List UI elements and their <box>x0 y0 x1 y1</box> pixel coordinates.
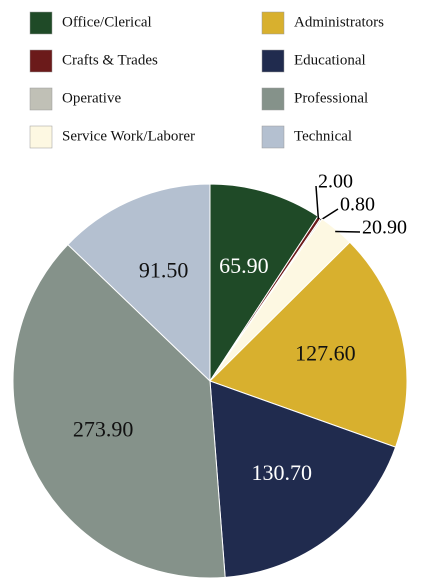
value-label: 0.80 <box>340 194 375 216</box>
value-label: 130.70 <box>252 460 313 485</box>
legend-label: Professional <box>294 90 368 106</box>
value-label: 127.60 <box>295 340 356 365</box>
leader-line <box>315 185 320 219</box>
legend-swatch <box>29 87 53 111</box>
value-label: 273.90 <box>73 417 134 442</box>
legend-swatch <box>29 11 53 35</box>
pie-slice <box>209 183 319 383</box>
legend-label: Operative <box>62 90 121 106</box>
legend-swatch <box>261 49 285 73</box>
pie-slice <box>209 380 397 578</box>
value-label: 91.50 <box>139 257 189 282</box>
legend-swatch <box>29 125 53 149</box>
legend-label: Technical <box>294 128 352 144</box>
leader-line <box>319 208 339 221</box>
pie-slice <box>12 243 226 579</box>
legend-swatch <box>261 125 285 149</box>
legend-swatch <box>261 11 285 35</box>
legend-label: Service Work/Laborer <box>62 128 195 144</box>
legend-swatch <box>29 49 53 73</box>
legend-swatch <box>261 87 285 111</box>
pie-slice <box>209 241 408 448</box>
legend-label: Educational <box>294 52 366 68</box>
pie-slice <box>67 183 211 383</box>
legend-label: Crafts & Trades <box>62 52 158 68</box>
value-label: 2.00 <box>318 171 353 193</box>
value-label: 65.90 <box>219 253 269 278</box>
value-label: 20.90 <box>362 217 407 239</box>
legend-label: Office/Clerical <box>62 14 152 30</box>
legend-label: Administrators <box>294 14 384 30</box>
